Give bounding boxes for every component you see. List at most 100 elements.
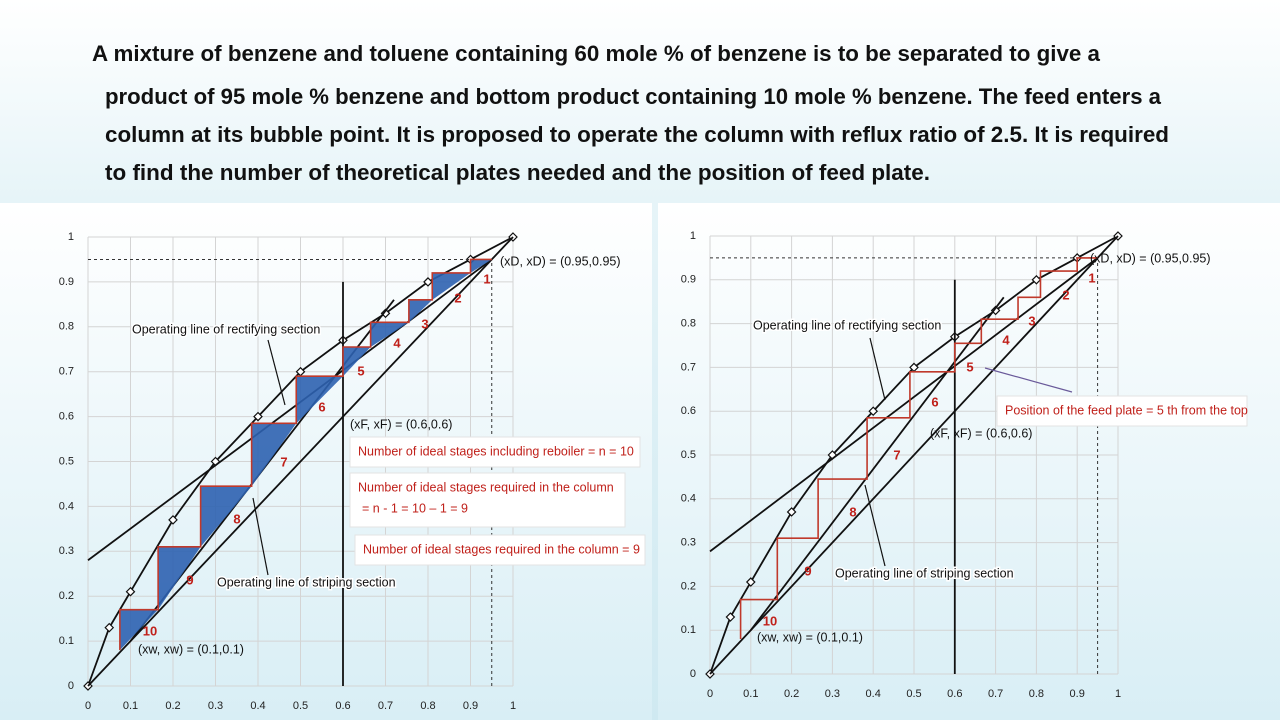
annotation: (xD, xD) = (0.95,0.95) [1090, 251, 1211, 265]
problem-line: A mixture of benzene and toluene contain… [92, 41, 1101, 66]
x-tick-label: 0.1 [123, 700, 138, 712]
stage-triangle [296, 376, 343, 424]
diamond-marker [253, 411, 263, 422]
stage-triangle [432, 272, 471, 300]
pointer-arrow [984, 367, 1073, 393]
annotation: Operating line of rectifying section [132, 322, 320, 336]
stage-number: 6 [318, 399, 325, 414]
staircase [119, 258, 492, 651]
line [709, 257, 1099, 553]
stage-triangle [251, 423, 297, 487]
staircase [739, 257, 1098, 639]
stage-number: 6 [931, 394, 938, 409]
annotation: Operating line of striping section [835, 566, 1014, 580]
stage-number: 9 [186, 572, 193, 587]
y-tick-label: 0.4 [59, 500, 74, 512]
y-tick-label: 0 [690, 668, 696, 680]
line [750, 296, 1005, 631]
stage-number: 4 [1002, 332, 1010, 347]
annotation: (xw, xw) = (0.1,0.1) [138, 642, 244, 656]
x-tick-label: 1 [510, 700, 516, 712]
x-tick-label: 0.3 [825, 688, 840, 700]
x-tick-label: 0 [707, 688, 713, 700]
stage-number: 2 [454, 290, 461, 305]
diamond-marker [725, 612, 736, 622]
note-text: Number of ideal stages including reboile… [358, 444, 634, 458]
stage-number: 5 [357, 363, 364, 378]
y-tick-label: 0.7 [681, 361, 696, 373]
x-tick-label: 0.2 [784, 688, 799, 700]
right-panel [658, 203, 1280, 720]
annotation: Operating line of striping section [217, 575, 396, 589]
stage-number: 5 [966, 359, 973, 374]
y-tick-label: 0.7 [59, 366, 74, 378]
y-tick-label: 0.5 [59, 455, 74, 467]
stage-triangle [470, 259, 492, 273]
stage-number: 4 [393, 335, 401, 350]
stage-number: 2 [1062, 287, 1069, 302]
y-tick-label: 0.3 [681, 537, 696, 549]
line [709, 235, 1119, 675]
pointer-arrow [869, 337, 886, 401]
pointer-arrow [267, 339, 286, 406]
line [709, 235, 1119, 675]
diamond-marker [380, 308, 391, 319]
x-tick-label: 0.7 [378, 700, 393, 712]
y-tick-label: 0.2 [681, 580, 696, 592]
x-tick-label: 0.3 [208, 700, 223, 712]
problem-line: column at its bubble point. It is propos… [105, 122, 1169, 147]
y-tick-label: 0.1 [59, 635, 74, 647]
annotation: (xD, xD) = (0.95,0.95) [500, 254, 621, 268]
stage-triangle [119, 609, 159, 651]
x-tick-label: 0.9 [1070, 688, 1085, 700]
y-tick-label: 0.5 [681, 449, 696, 461]
diamond-marker [423, 277, 433, 287]
diamond-marker [786, 507, 797, 517]
stage-triangle [158, 546, 201, 610]
note-box [996, 395, 1248, 427]
x-tick-label: 0.2 [165, 700, 180, 712]
diamond-marker [1031, 274, 1042, 285]
stage-number: 9 [804, 563, 811, 578]
x-tick-label: 0.1 [743, 688, 758, 700]
annotation: (xF, xF) = (0.6,0.6) [930, 426, 1032, 440]
diamond-marker [990, 305, 1001, 316]
diamond-marker [168, 515, 178, 525]
stage-number: 7 [280, 454, 287, 469]
y-tick-label: 0.8 [59, 321, 74, 333]
x-tick-label: 0.5 [293, 700, 308, 712]
stage-number: 1 [1088, 270, 1095, 285]
y-tick-label: 0.9 [59, 276, 74, 288]
note-box [354, 534, 646, 566]
y-tick-label: 0.6 [59, 411, 74, 423]
x-tick-label: 0.4 [866, 688, 881, 700]
diamond-marker [745, 577, 756, 587]
note-box [349, 472, 626, 528]
x-tick-label: 0.9 [463, 700, 478, 712]
stage-triangle [343, 347, 371, 377]
problem-line: product of 95 mole % benzene and bottom … [105, 84, 1162, 109]
y-tick-label: 0.9 [681, 274, 696, 286]
note-text: Number of ideal stages required in the c… [358, 480, 614, 494]
x-tick-label: 0 [85, 700, 91, 712]
chart: 00.10.20.30.40.50.60.70.80.910 0.1 0.2 0.3 0… [59, 231, 646, 712]
annotation: (xF, xF) = (0.6,0.6) [350, 417, 452, 431]
annotation: (xw, xw) = (0.1,0.1) [757, 630, 863, 644]
x-tick-label: 0.6 [947, 688, 962, 700]
y-tick-label: 0 [68, 680, 74, 692]
line [87, 236, 514, 687]
stage-number: 10 [763, 613, 777, 628]
y-tick-label: 0.4 [681, 493, 696, 505]
stage-number: 8 [849, 504, 856, 519]
line [87, 258, 493, 562]
problem-line: to find the number of theoretical plates… [105, 160, 930, 185]
stage-triangle [200, 486, 252, 547]
diamond-marker [868, 406, 879, 417]
y-tick-label: 0.2 [59, 590, 74, 602]
y-tick-label: 0.8 [681, 318, 696, 330]
stage-triangle [408, 299, 433, 323]
note-text: Position of the feed plate = 5 th from t… [1005, 403, 1248, 417]
note-text: = n - 1 = 10 – 1 = 9 [362, 501, 468, 515]
